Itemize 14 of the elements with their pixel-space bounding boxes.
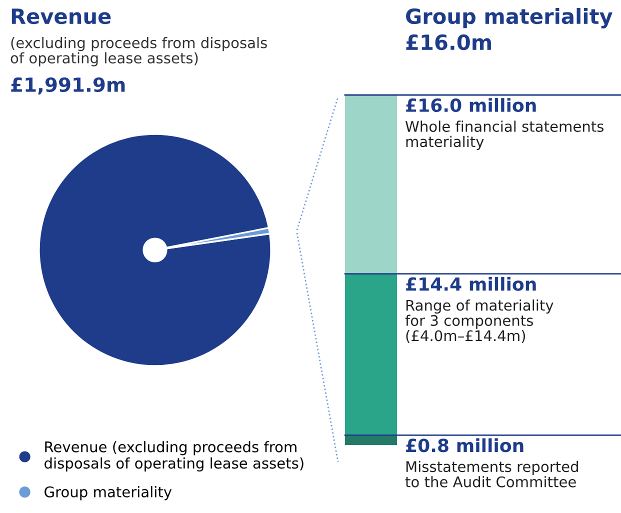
text: £0.8 million	[406, 438, 524, 452]
chart-title: Revenue	[12, 8, 111, 24]
text: Misstatements reported to the Audit Committee	[405, 460, 578, 488]
text: Whole financial statements materiality	[405, 120, 604, 150]
text: £14.4 million	[406, 276, 536, 291]
text: £1,991.9m	[11, 77, 125, 95]
text: £16.0m	[406, 34, 491, 50]
chart-subtitle: (excluding proceeds from disposals of operating lease assets)	[10, 37, 267, 66]
legend-label: Revenue (excluding proceeds from disposals of operating lease assets)	[44, 441, 304, 472]
legend-label: Group materiality	[44, 486, 172, 500]
pie-slice	[38, 133, 272, 367]
text: Range of materiality for 3 components (£4.0m–£14.4m)	[405, 300, 554, 343]
text: £16.0 million	[406, 98, 536, 112]
text: Group materiality	[406, 8, 612, 28]
